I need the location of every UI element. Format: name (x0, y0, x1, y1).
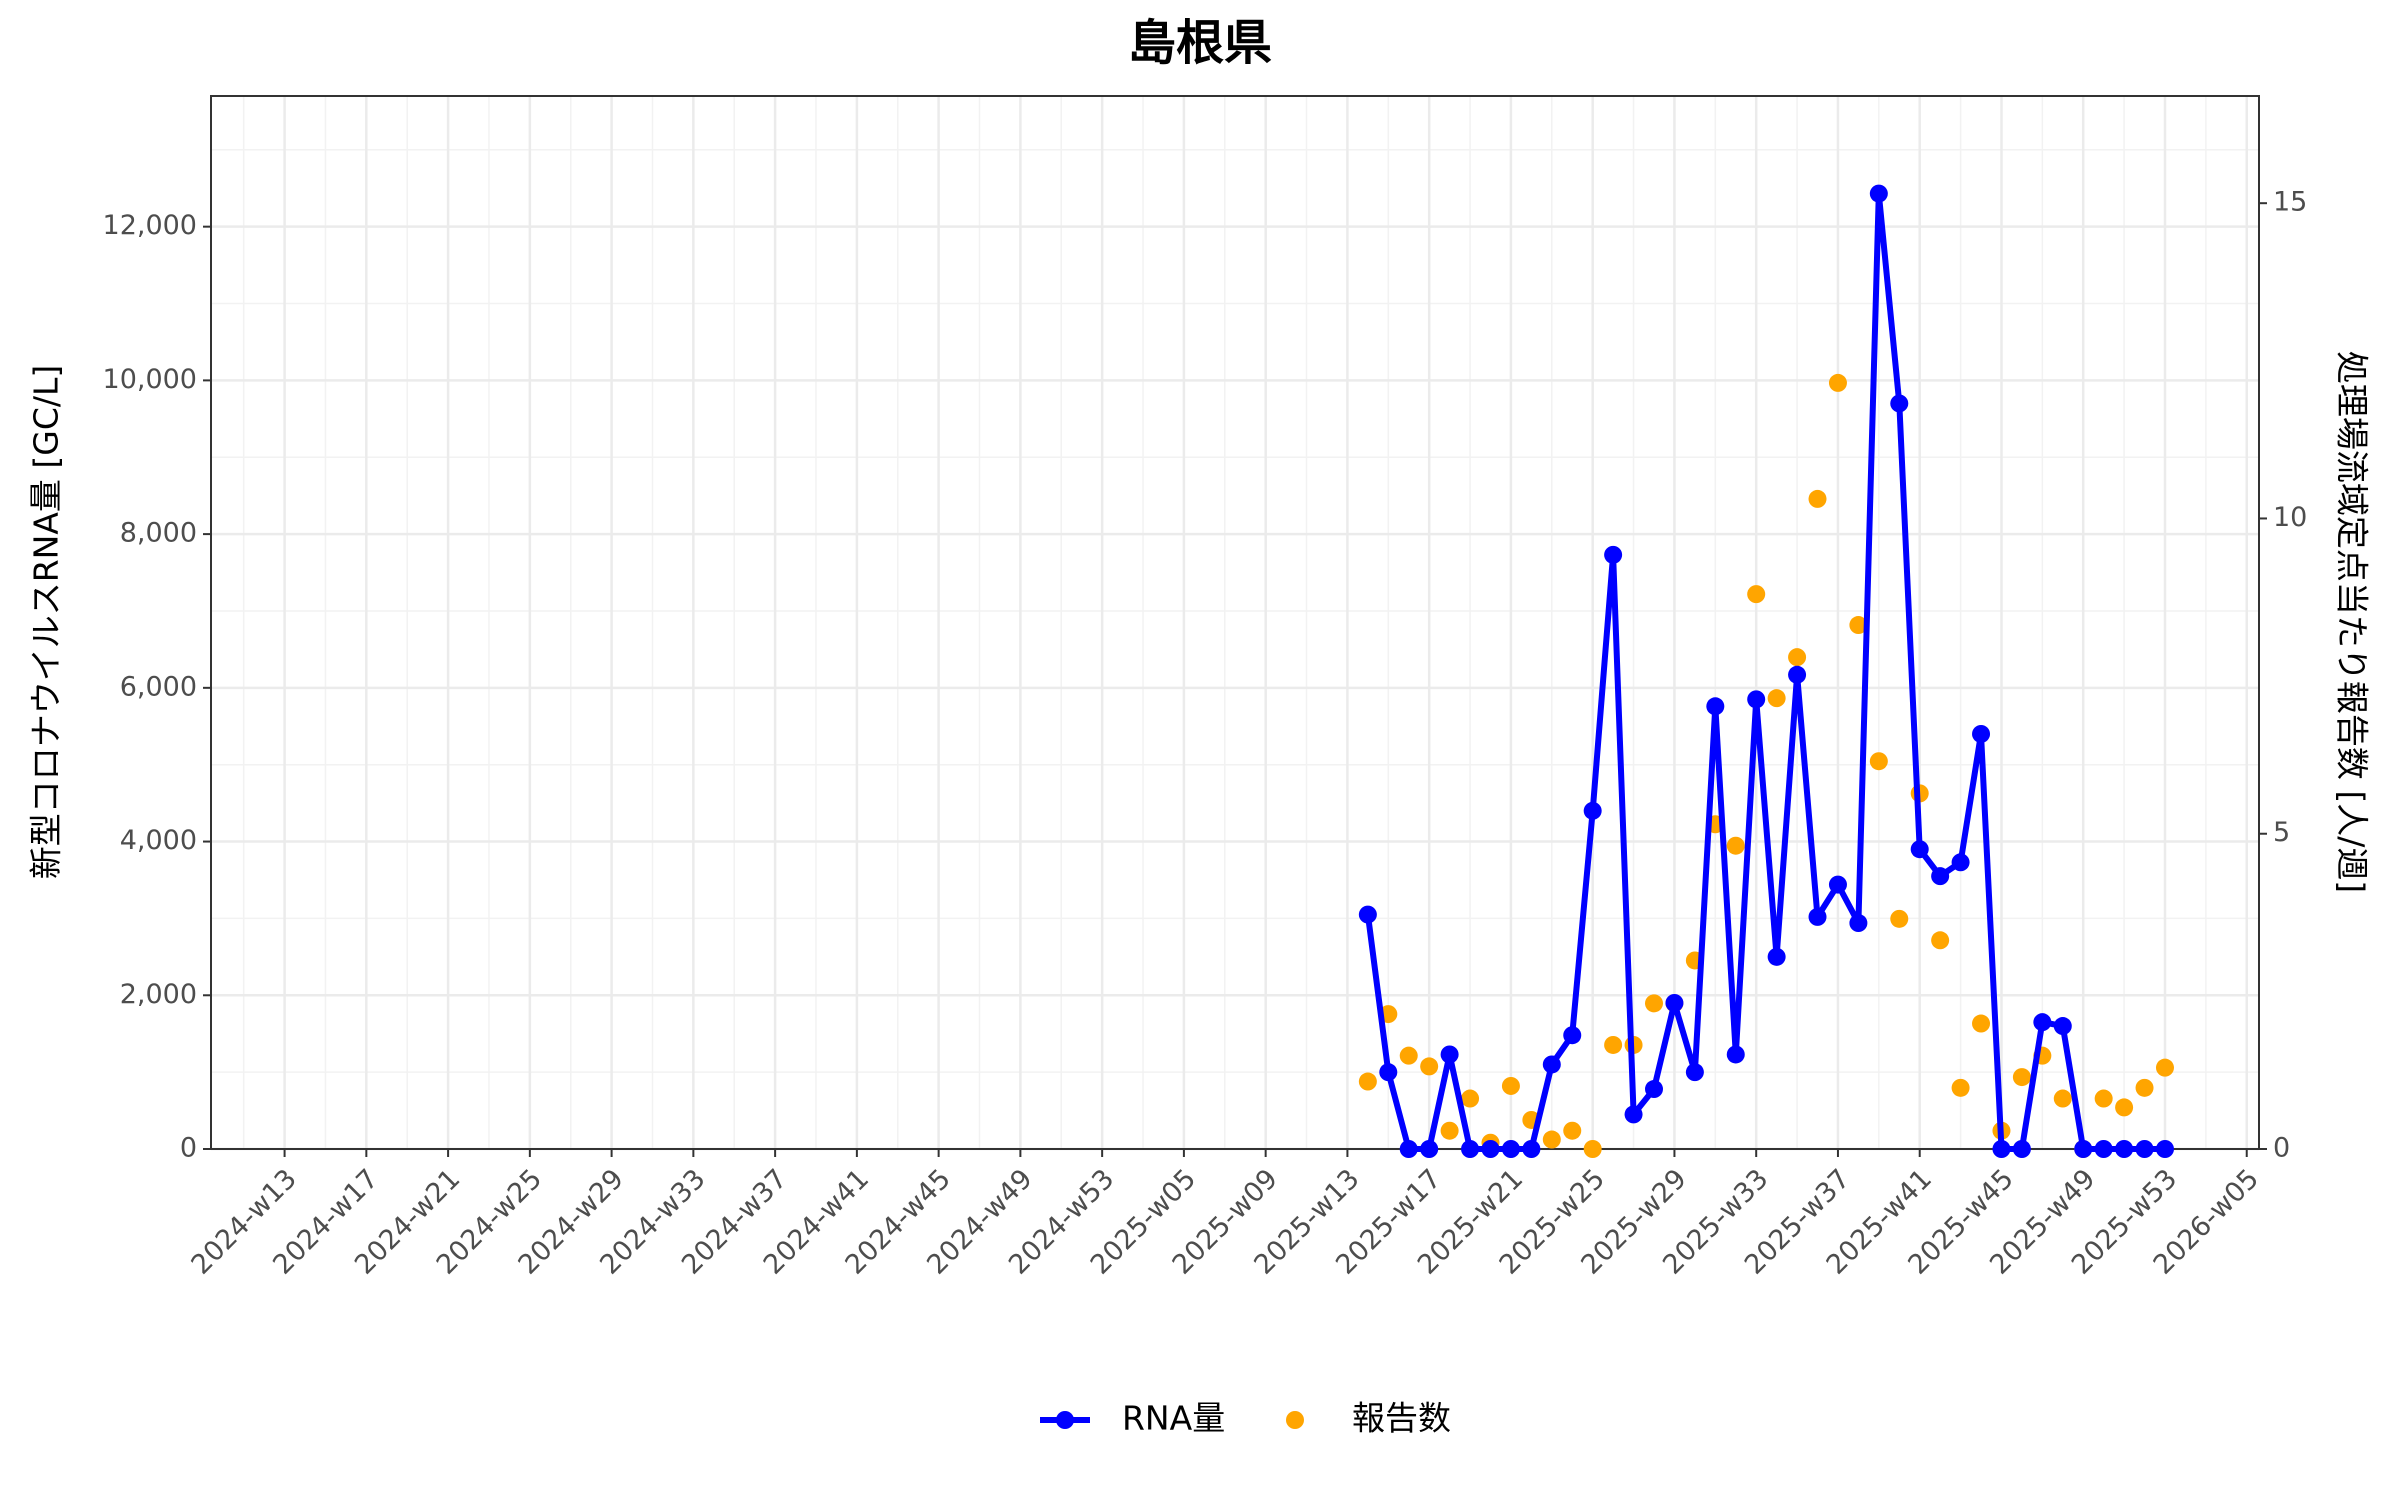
point (1358, 905, 1377, 924)
point (2012, 1140, 2031, 1158)
point (2012, 1068, 2031, 1087)
y-tick-label: 8,000 (120, 518, 197, 549)
point (1481, 1140, 1500, 1158)
point (1788, 665, 1807, 684)
point (1726, 836, 1745, 855)
y-tick-label: 4,000 (120, 825, 197, 856)
plot-border (210, 95, 2260, 1150)
point (1420, 1057, 1439, 1076)
point (1358, 1072, 1377, 1091)
chart-title: 島根県 (1128, 15, 1272, 71)
point (2155, 1140, 2174, 1158)
point (1767, 947, 1786, 966)
point (1542, 1130, 1561, 1149)
point (1849, 616, 1868, 635)
y-tick-label: 12,000 (103, 210, 197, 241)
point (1440, 1045, 1459, 1064)
point (1501, 1076, 1520, 1095)
legend-label: 報告数 (1352, 1399, 1451, 1438)
point (1563, 1121, 1582, 1140)
point (1931, 931, 1950, 950)
plot-background (211, 96, 2259, 1149)
point (1706, 697, 1725, 716)
point (1808, 907, 1827, 926)
point (1910, 840, 1929, 859)
point (1726, 1045, 1745, 1064)
y-tick-label: 6,000 (120, 671, 197, 702)
point (2135, 1078, 2154, 1097)
point (1379, 1063, 1398, 1082)
point (1461, 1140, 1480, 1158)
point (1399, 1140, 1418, 1158)
point (2094, 1140, 2113, 1158)
point (1869, 752, 1888, 771)
point (2115, 1140, 2134, 1158)
point (1440, 1121, 1459, 1140)
point (2115, 1098, 2134, 1117)
point (1583, 801, 1602, 820)
point (2135, 1140, 2154, 1158)
point (1461, 1089, 1480, 1108)
point (1604, 545, 1623, 564)
point (1522, 1140, 1541, 1158)
y2-tick-label: 10 (2273, 502, 2307, 533)
point (1645, 994, 1664, 1013)
point (1828, 373, 1847, 392)
point (1972, 724, 1991, 743)
line (1364, 190, 2165, 1152)
y2-tick-label: 15 (2273, 187, 2307, 218)
y2-axis-title: 処理場流域定点当たり報告数 [人/週] (2333, 351, 2372, 893)
point (1808, 489, 1827, 508)
point (1972, 1014, 1991, 1033)
point (1828, 875, 1847, 894)
legend-label: RNA量 (1122, 1399, 1225, 1438)
point (1420, 1140, 1439, 1158)
point (1849, 914, 1868, 933)
point (1685, 1063, 1704, 1082)
y2-tick-label: 0 (2273, 1133, 2290, 1164)
point (1788, 648, 1807, 667)
point (1951, 853, 1970, 872)
y2-tick-label: 5 (2273, 817, 2290, 848)
point (2053, 1089, 2072, 1108)
point (2094, 1089, 2113, 1108)
point (1869, 184, 1888, 203)
y-tick-label: 2,000 (120, 979, 197, 1010)
point (1747, 585, 1766, 604)
point (1563, 1026, 1582, 1045)
point (1542, 1055, 1561, 1074)
y-axis-title: 新型コロナウイルスRNA量 [GC/L] (27, 365, 66, 880)
y-tick-label: 10,000 (103, 364, 197, 395)
point (1951, 1078, 1970, 1097)
y-tick-label: 0 (180, 1133, 197, 1164)
point (1624, 1105, 1643, 1124)
point (1645, 1080, 1664, 1099)
point (1501, 1140, 1520, 1158)
point (1604, 1035, 1623, 1054)
point (1992, 1140, 2011, 1158)
point (2155, 1058, 2174, 1077)
legend-marker (1286, 1411, 1304, 1429)
point (2053, 1017, 2072, 1036)
point (1890, 909, 1909, 928)
point (1890, 394, 1909, 413)
point (2074, 1140, 2093, 1158)
point (1583, 1140, 1602, 1158)
point (2033, 1013, 2052, 1032)
point (1767, 689, 1786, 708)
point (1399, 1046, 1418, 1065)
point (1747, 690, 1766, 709)
legend-marker (1056, 1411, 1074, 1429)
point (1931, 867, 1950, 886)
point (1665, 993, 1684, 1012)
